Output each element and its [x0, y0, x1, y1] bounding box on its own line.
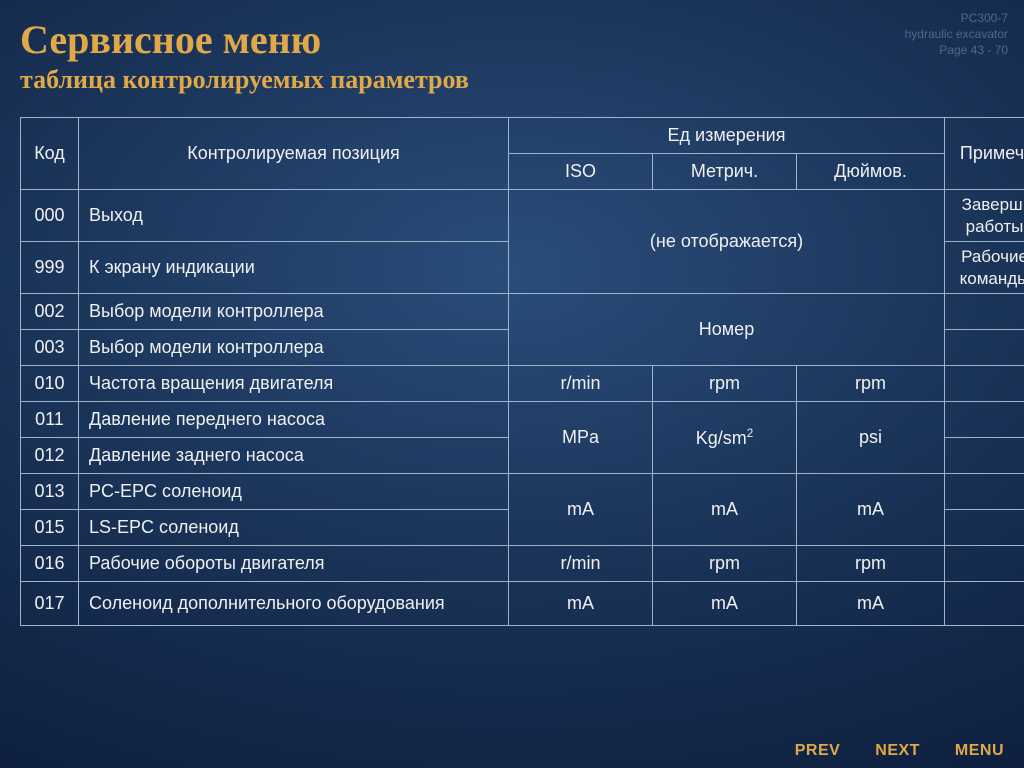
footer-nav: PREV NEXT MENU [765, 742, 1004, 760]
meta-model: PC300-7 [905, 10, 1008, 26]
cell-code: 003 [21, 330, 79, 366]
cell-code: 011 [21, 402, 79, 438]
cell-note [945, 330, 1024, 366]
cell-metric: mA [653, 474, 797, 546]
cell-position: PC-EPC соленоид [79, 474, 509, 510]
nav-menu-button[interactable]: MENU [955, 742, 1004, 759]
cell-position: Выход [79, 190, 509, 242]
cell-inch: mA [797, 474, 945, 546]
cell-units-not-displayed: (не отображается) [509, 190, 945, 294]
header-meta: PC300-7 hydraulic excavator Page 43 - 70 [905, 10, 1008, 59]
title-block: Сервисное меню таблица контролируемых па… [0, 0, 1024, 105]
cell-code: 010 [21, 366, 79, 402]
table-row: 013 PC-EPC соленоид mA mA mA [21, 474, 1024, 510]
cell-note [945, 366, 1024, 402]
cell-code: 017 [21, 582, 79, 626]
col-header-position: Контролируемая позиция [79, 118, 509, 190]
cell-note [945, 402, 1024, 438]
cell-position: Выбор модели контроллера [79, 294, 509, 330]
cell-position: Выбор модели контроллера [79, 330, 509, 366]
col-header-inch: Дюймов. [797, 154, 945, 190]
cell-iso: r/min [509, 366, 653, 402]
cell-iso: r/min [509, 546, 653, 582]
metric-text: Kg/sm [696, 428, 747, 448]
cell-code: 015 [21, 510, 79, 546]
cell-metric: rpm [653, 366, 797, 402]
table-row: 010 Частота вращения двигателя r/min rpm… [21, 366, 1024, 402]
cell-code: 012 [21, 438, 79, 474]
cell-position: Давление заднего насоса [79, 438, 509, 474]
nav-prev-button[interactable]: PREV [795, 742, 841, 759]
cell-position: Соленоид дополнительного оборудования [79, 582, 509, 626]
metric-sup: 2 [747, 427, 754, 440]
cell-note [945, 474, 1024, 510]
page-subtitle: таблица контролируемых параметров [20, 65, 1004, 95]
cell-inch: mA [797, 582, 945, 626]
parameters-table: Код Контролируемая позиция Ед измерения … [20, 117, 1024, 626]
cell-inch: rpm [797, 546, 945, 582]
cell-note: Заверш. работы [945, 190, 1024, 242]
cell-iso: MPa [509, 402, 653, 474]
table-row: 017 Соленоид дополнительного оборудовани… [21, 582, 1024, 626]
parameters-table-wrap: Код Контролируемая позиция Ед измерения … [0, 105, 1024, 626]
col-header-metric: Метрич. [653, 154, 797, 190]
cell-code: 016 [21, 546, 79, 582]
cell-position: Рабочие обороты двигателя [79, 546, 509, 582]
meta-product: hydraulic excavator [905, 26, 1008, 42]
cell-metric: mA [653, 582, 797, 626]
page-title: Сервисное меню [20, 16, 1004, 63]
cell-inch: psi [797, 402, 945, 474]
cell-metric: Kg/sm2 [653, 402, 797, 474]
cell-note [945, 438, 1024, 474]
cell-code: 000 [21, 190, 79, 242]
col-header-note: Примеч. [945, 118, 1024, 190]
table-row: 016 Рабочие обороты двигателя r/min rpm … [21, 546, 1024, 582]
cell-position: Давление переднего насоса [79, 402, 509, 438]
cell-units-number: Номер [509, 294, 945, 366]
col-header-units-group: Ед измерения [509, 118, 945, 154]
cell-note [945, 294, 1024, 330]
cell-code: 999 [21, 242, 79, 294]
table-row: 000 Выход (не отображается) Заверш. рабо… [21, 190, 1024, 242]
cell-note: Рабочие команды [945, 242, 1024, 294]
col-header-code: Код [21, 118, 79, 190]
cell-iso: mA [509, 474, 653, 546]
cell-note [945, 510, 1024, 546]
table-row: 011 Давление переднего насоса MPa Kg/sm2… [21, 402, 1024, 438]
cell-code: 013 [21, 474, 79, 510]
cell-code: 002 [21, 294, 79, 330]
col-header-iso: ISO [509, 154, 653, 190]
cell-note [945, 582, 1024, 626]
cell-position: LS-EPC соленоид [79, 510, 509, 546]
cell-position: К экрану индикации [79, 242, 509, 294]
nav-next-button[interactable]: NEXT [875, 742, 920, 759]
cell-inch: rpm [797, 366, 945, 402]
table-row: 002 Выбор модели контроллера Номер [21, 294, 1024, 330]
cell-position: Частота вращения двигателя [79, 366, 509, 402]
meta-page: Page 43 - 70 [905, 42, 1008, 58]
cell-iso: mA [509, 582, 653, 626]
cell-note [945, 546, 1024, 582]
header-row-1: Код Контролируемая позиция Ед измерения … [21, 118, 1024, 154]
cell-metric: rpm [653, 546, 797, 582]
